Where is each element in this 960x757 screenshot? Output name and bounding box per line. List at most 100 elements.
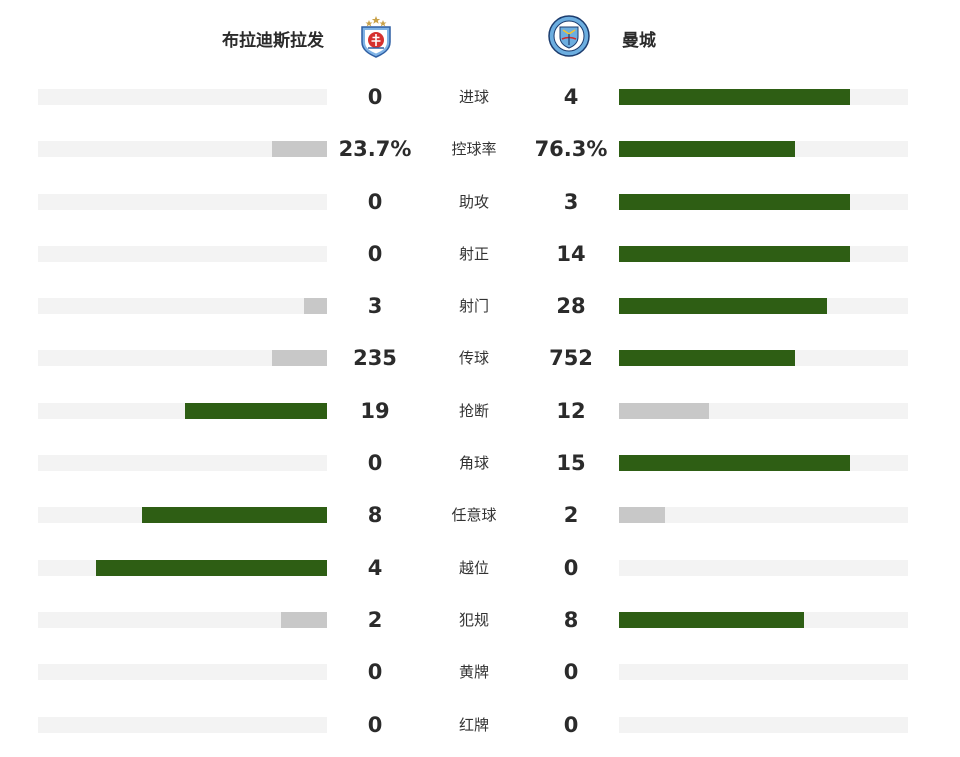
stats-table: 0 进球 4 23.7% 控球率 76.3% 0 助攻 3 0 射正 14 3 射门 28 235 传球 752 1… — [0, 70, 960, 750]
away-stat-bar-track — [619, 507, 908, 524]
stat-label: 抢断 — [458, 401, 489, 420]
away-stat-value: 3 — [563, 189, 579, 214]
stat-label: 黄牌 — [458, 663, 489, 682]
home-stat-value: 23.7% — [338, 137, 412, 162]
away-stat-value: 752 — [549, 346, 593, 371]
home-stat-bar-fill — [272, 141, 327, 158]
stat-label: 控球率 — [451, 140, 497, 159]
away-stat-value: 12 — [556, 398, 586, 423]
home-stat-bar-track — [38, 89, 327, 105]
home-stat-bar-fill — [95, 559, 327, 576]
away-stat-bar-track — [619, 455, 908, 472]
away-stat-value: 28 — [556, 294, 586, 319]
away-stat-bar-track — [619, 611, 908, 628]
stat-label: 射正 — [458, 244, 489, 263]
away-stat-value: 0 — [563, 712, 579, 737]
home-stat-value: 3 — [367, 294, 383, 319]
away-stat-bar-fill — [619, 193, 851, 210]
stat-row: 4 越位 0 — [0, 541, 960, 593]
stat-row: 8 任意球 2 — [0, 488, 960, 540]
home-stat-bar-fill — [185, 402, 327, 419]
away-stat-bar-track — [619, 298, 908, 315]
match-header: 布拉迪斯拉发 曼城 — [0, 0, 960, 76]
away-stat-bar-fill — [619, 245, 851, 262]
away-stat-value: 0 — [563, 555, 579, 580]
home-stat-bar-track — [38, 245, 327, 262]
away-stat-value: 15 — [556, 451, 586, 476]
away-stat-value: 0 — [563, 660, 579, 685]
home-stat-value: 0 — [367, 451, 383, 476]
stat-label: 任意球 — [451, 506, 497, 525]
home-stat-bar-track — [38, 141, 327, 158]
stat-row: 0 黄牌 0 — [0, 645, 960, 697]
home-stat-bar-track — [38, 193, 327, 210]
home-stat-bar-track — [38, 298, 327, 315]
away-stat-bar-fill — [619, 350, 796, 367]
stat-row: 2 犯规 8 — [0, 593, 960, 645]
stat-label: 传球 — [458, 349, 489, 368]
away-team-name: 曼城 — [622, 31, 656, 51]
stat-row: 0 红牌 0 — [0, 698, 960, 750]
home-stat-bar-fill — [280, 611, 327, 628]
away-stat-value: 8 — [563, 607, 579, 632]
stat-row: 3 射门 28 — [0, 279, 960, 331]
home-stat-bar-track — [38, 402, 327, 419]
stat-label: 进球 — [458, 88, 489, 106]
home-stat-bar-track — [38, 350, 327, 367]
home-stat-bar-track — [38, 559, 327, 576]
stat-row: 23.7% 控球率 76.3% — [0, 122, 960, 174]
stat-label: 红牌 — [458, 715, 489, 734]
home-stat-value: 0 — [367, 85, 383, 109]
home-stat-value: 2 — [367, 607, 383, 632]
home-stat-bar-fill — [142, 507, 327, 524]
away-stat-bar-track — [619, 141, 908, 158]
stat-row: 0 射正 14 — [0, 227, 960, 279]
home-stat-bar-track — [38, 507, 327, 524]
away-stat-value: 14 — [556, 241, 586, 266]
home-stat-value: 19 — [360, 398, 390, 423]
away-stat-bar-fill — [619, 507, 666, 524]
home-stat-bar-track — [38, 611, 327, 628]
stat-label: 助攻 — [458, 192, 489, 211]
away-stat-bar-track — [619, 402, 908, 419]
home-stat-bar-track — [38, 716, 327, 733]
home-stat-value: 0 — [367, 189, 383, 214]
away-stat-value: 4 — [563, 85, 579, 109]
away-stat-bar-track — [619, 716, 908, 733]
home-team-name: 布拉迪斯拉发 — [222, 31, 324, 51]
stat-row: 0 助攻 3 — [0, 175, 960, 227]
home-stat-value: 8 — [367, 503, 383, 528]
away-stat-bar-track — [619, 245, 908, 262]
home-stat-value: 0 — [367, 660, 383, 685]
away-stat-bar-track — [619, 89, 908, 105]
manchester-city-crest-icon — [548, 15, 590, 57]
stat-label: 角球 — [458, 454, 489, 473]
away-stat-bar-track — [619, 350, 908, 367]
stat-label: 射门 — [458, 297, 489, 316]
away-stat-bar-track — [619, 193, 908, 210]
home-stat-value: 0 — [367, 241, 383, 266]
away-stat-bar-track — [619, 559, 908, 576]
home-stat-bar-fill — [303, 298, 327, 315]
away-stat-bar-fill — [619, 611, 804, 628]
away-stat-value: 76.3% — [534, 137, 608, 162]
stat-row: 0 进球 4 — [0, 70, 960, 122]
away-stat-value: 2 — [563, 503, 579, 528]
stat-label: 犯规 — [458, 610, 489, 629]
away-stat-bar-fill — [619, 141, 796, 158]
stat-row: 0 角球 15 — [0, 436, 960, 488]
home-stat-value: 4 — [367, 555, 383, 580]
home-stat-bar-fill — [272, 350, 327, 367]
home-stat-bar-track — [38, 664, 327, 681]
stat-row: 235 传球 752 — [0, 331, 960, 383]
away-stat-bar-fill — [619, 298, 828, 315]
home-stat-value: 0 — [367, 712, 383, 737]
away-stat-bar-fill — [619, 89, 851, 105]
slovan-bratislava-crest-icon — [357, 14, 395, 58]
away-stat-bar-fill — [619, 402, 709, 419]
home-stat-value: 235 — [353, 346, 397, 371]
stat-row: 19 抢断 12 — [0, 384, 960, 436]
home-stat-bar-track — [38, 455, 327, 472]
away-stat-bar-track — [619, 664, 908, 681]
away-stat-bar-fill — [619, 455, 851, 472]
